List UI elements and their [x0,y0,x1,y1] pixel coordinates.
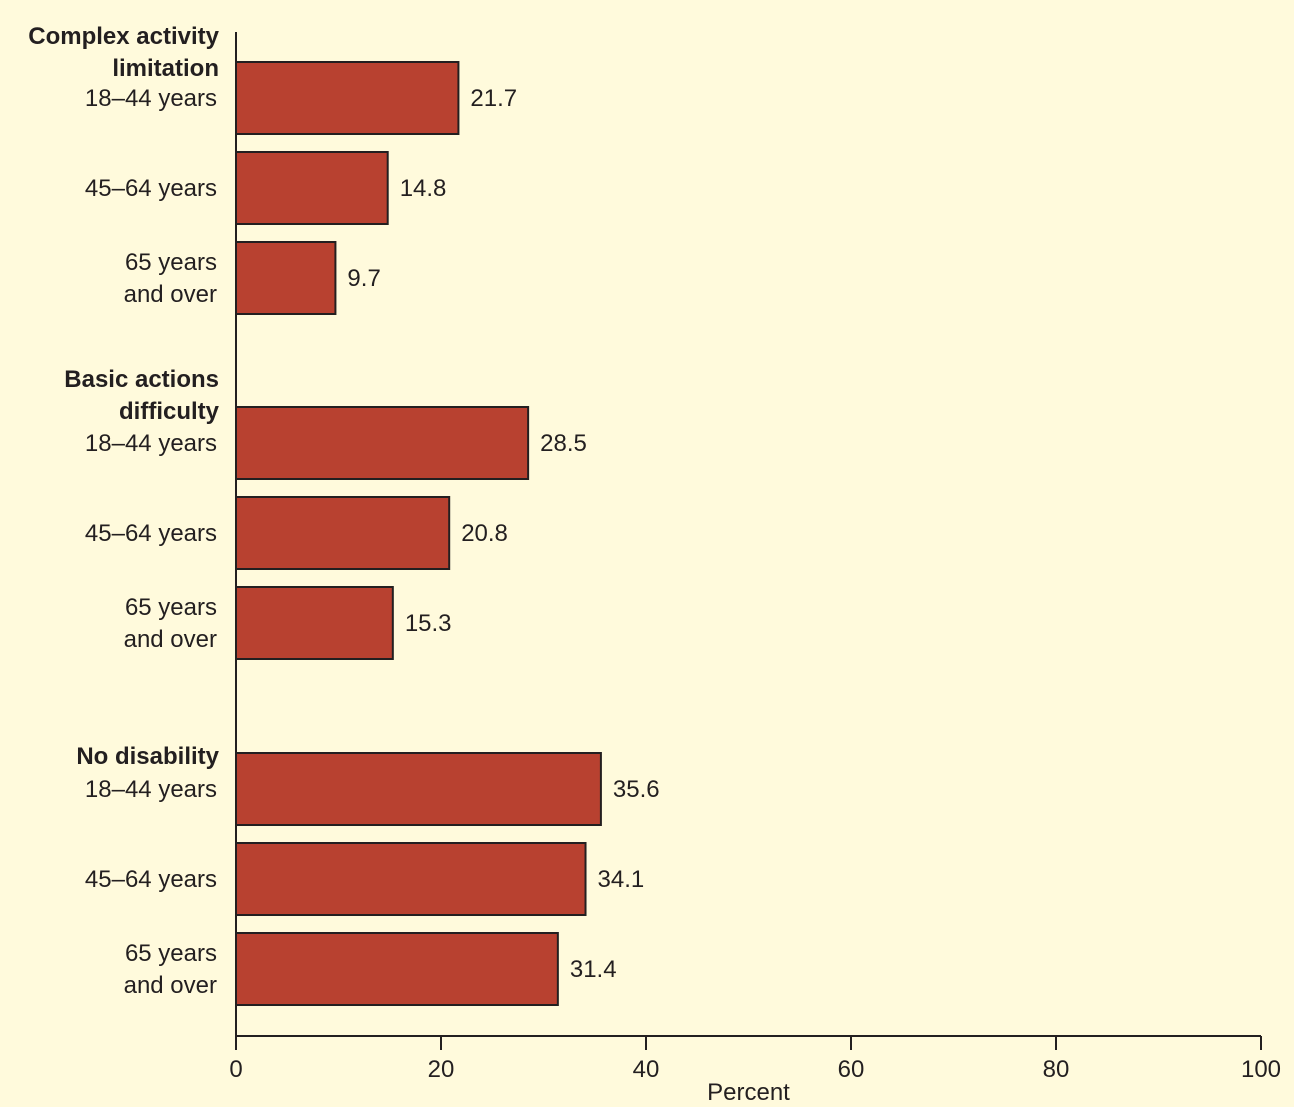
category-label-line: 45–64 years [85,520,217,547]
category-label: 65 years and over [124,940,217,999]
category-label-line: 18–44 years [85,430,217,457]
bar [235,406,530,480]
group-label-line: No disability [76,743,219,770]
value-label: 14.8 [400,175,447,202]
x-tick-label: 60 [838,1056,865,1083]
value-label: 35.6 [613,776,660,803]
value-label: 28.5 [540,430,587,457]
category-label: 45–64 years [85,520,217,547]
x-tick-label: 80 [1043,1056,1070,1083]
bar [235,752,602,826]
axes [235,32,1261,1037]
group-label-line: Complex activity [28,23,219,50]
bar [235,241,337,315]
x-tick-label: 40 [633,1056,660,1083]
category-label: 45–64 years [85,175,217,202]
value-label: 15.3 [405,610,452,637]
group-label-line: Basic actions [64,366,219,393]
category-label-line: 18–44 years [85,85,217,112]
category-label-line: 18–44 years [85,776,217,803]
x-axis-ticks: 0 20 40 60 80 100 [229,1036,1281,1083]
group-label: No disability [76,743,219,770]
group-label-line: limitation [112,55,219,82]
category-label: 18–44 years [85,776,217,803]
value-label: 21.7 [470,85,517,112]
bars [235,61,602,1006]
group-label: Basic actions difficulty [64,366,219,425]
category-label: 18–44 years [85,430,217,457]
value-label: 20.8 [461,520,508,547]
category-label: 45–64 years [85,866,217,893]
x-tick-label: 20 [428,1056,455,1083]
bar [235,496,451,570]
group-label: Complex activity limitation [28,23,219,82]
category-label-line: 45–64 years [85,175,217,202]
category-label-line: and over [124,972,217,999]
bar [235,932,559,1006]
category-label-line: and over [124,626,217,653]
value-labels: 21.7 14.8 9.7 28.5 20.8 15.3 35.6 34.1 31.4 [347,85,659,983]
category-label-line: and over [124,281,217,308]
bar [235,586,394,660]
bar [235,61,460,135]
x-tick-label: 100 [1241,1056,1281,1083]
bar [235,842,587,916]
category-label-line: 65 years [125,249,217,276]
group-labels: Complex activity limitation Basic actions d… [28,23,219,770]
category-labels: 18–44 years 45–64 years 65 years and over 18… [85,85,217,999]
value-label: 9.7 [347,265,380,292]
category-label-line: 65 years [125,940,217,967]
group-label-line: difficulty [119,398,220,425]
value-label: 34.1 [598,866,645,893]
category-label: 65 years and over [124,249,217,308]
x-axis-title: Percent [707,1079,790,1106]
category-label-line: 45–64 years [85,866,217,893]
value-label: 31.4 [570,956,617,983]
x-tick-label: 0 [229,1056,242,1083]
category-label-line: 65 years [125,594,217,621]
category-label: 18–44 years [85,85,217,112]
bar [235,151,389,225]
category-label: 65 years and over [124,594,217,653]
